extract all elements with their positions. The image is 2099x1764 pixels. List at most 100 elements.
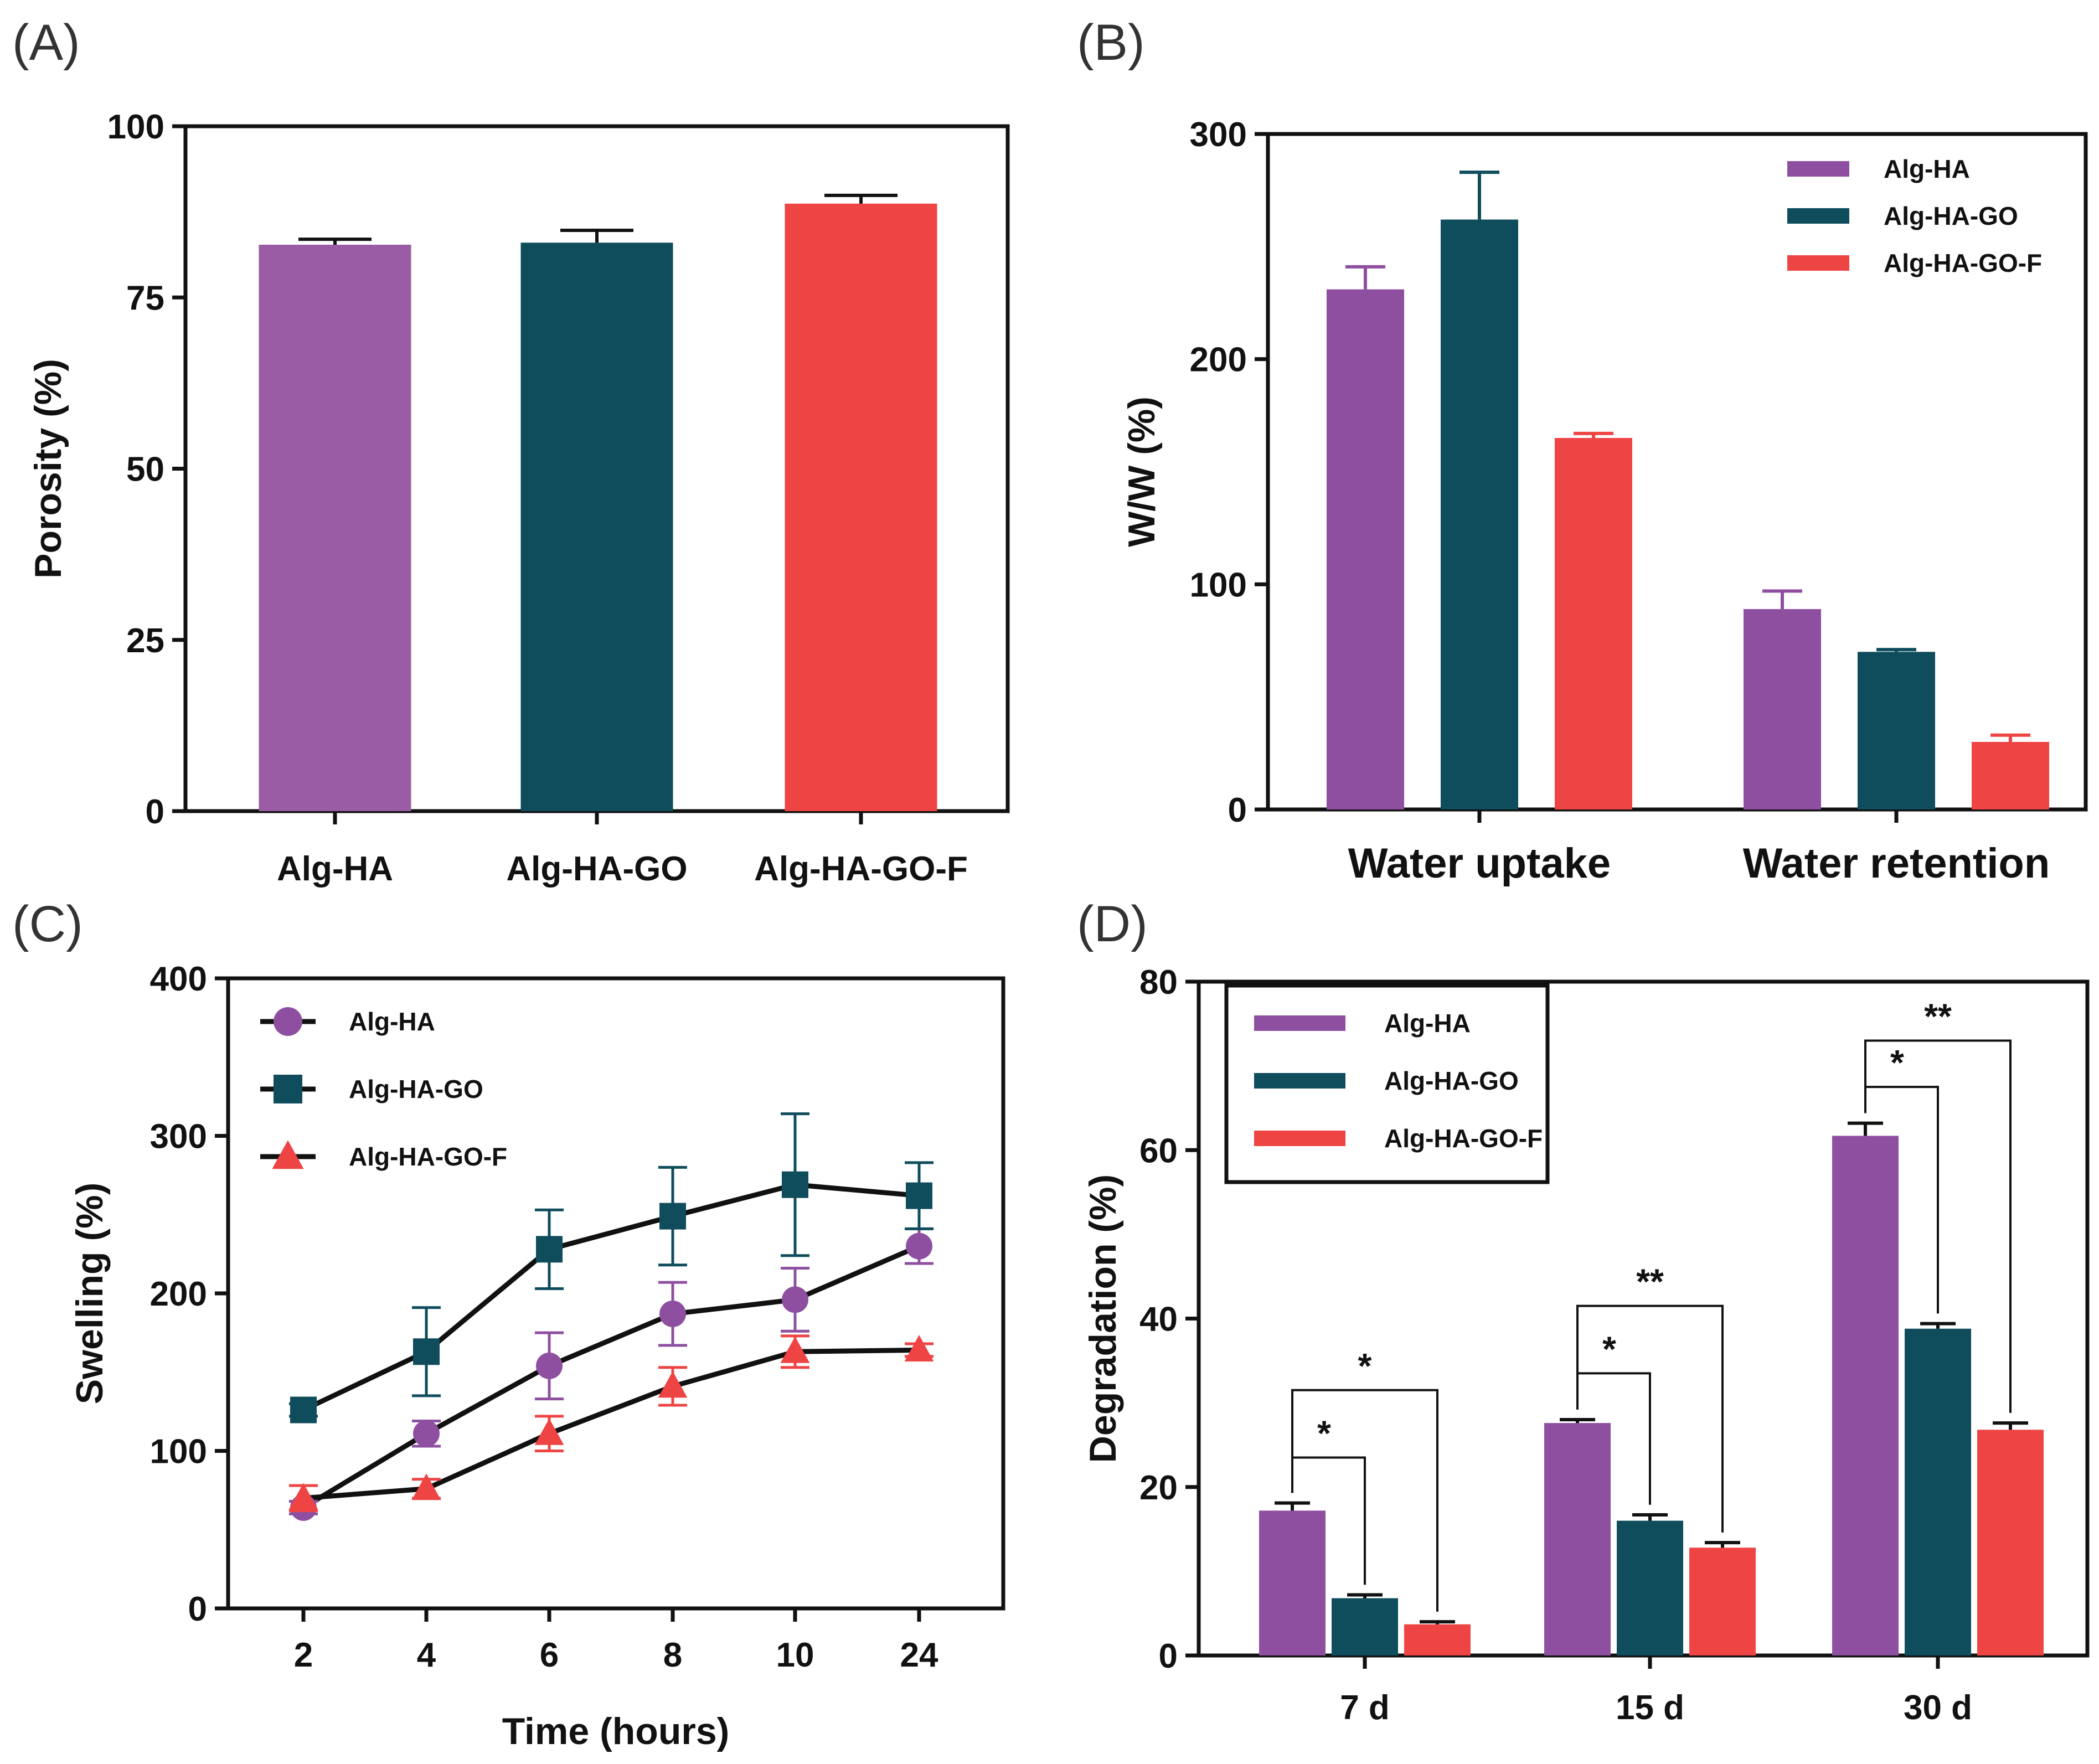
legend-entry: Alg-HA-GO-F <box>1884 249 2042 277</box>
bar <box>259 245 411 812</box>
data-point-circle <box>536 1352 563 1379</box>
legend-entry: Alg-HA-GO-F <box>349 1142 507 1171</box>
x-category-label: 30 d <box>1904 1689 1972 1727</box>
bar <box>1441 219 1518 809</box>
legend-entry: Alg-HA-GO <box>1384 1066 1519 1095</box>
bar <box>1858 652 1935 809</box>
data-point-triangle <box>904 1335 934 1361</box>
x-category-label: Alg-HA-GO <box>506 850 687 888</box>
x-axis-title: Time (hours) <box>502 1710 730 1752</box>
y-axis-title: Degradation (%) <box>1082 1174 1124 1463</box>
data-point-circle <box>782 1286 808 1313</box>
bar <box>1905 1328 1971 1655</box>
y-tick-label: 0 <box>1159 1637 1178 1675</box>
legend-swatch <box>1254 1131 1345 1146</box>
y-tick-label: 200 <box>1190 341 1247 379</box>
legend-entry: Alg-HA-GO <box>1884 202 2018 230</box>
legend-swatch <box>1787 161 1849 177</box>
significance-label: * <box>1890 1043 1904 1082</box>
x-tick-label: 8 <box>663 1636 682 1674</box>
series-line <box>302 1182 920 1412</box>
bar <box>1544 1423 1611 1655</box>
x-tick-label: 24 <box>900 1636 938 1674</box>
y-tick-label: 400 <box>150 960 207 998</box>
bar <box>520 243 673 811</box>
data-point-square <box>274 1075 302 1103</box>
plot-frame <box>226 976 1005 1611</box>
data-point-square <box>536 1236 563 1263</box>
x-category-label: Water uptake <box>1348 840 1611 887</box>
data-point-square <box>659 1203 686 1230</box>
legend-frame <box>1224 983 1550 1184</box>
y-tick-label: 0 <box>146 793 164 831</box>
legend-entry: Alg-HA-GO-F <box>1384 1124 1543 1153</box>
y-tick-label: 40 <box>1139 1301 1178 1339</box>
y-tick-label: 25 <box>126 622 164 660</box>
legend-swatch <box>1787 255 1849 271</box>
y-axis-title: W/W (%) <box>1121 396 1163 547</box>
series-line <box>303 1347 920 1501</box>
y-tick-label: 100 <box>107 108 164 146</box>
legend-entry: Alg-HA <box>1884 154 1970 183</box>
x-category-label: Alg-HA-GO-F <box>754 850 968 888</box>
plot-frame <box>1266 132 2088 812</box>
y-axis-title: Porosity (%) <box>27 359 69 579</box>
y-tick-label: 50 <box>126 451 164 489</box>
x-category-label: 15 d <box>1616 1689 1684 1727</box>
y-axis-title: Swelling (%) <box>69 1183 111 1404</box>
y-tick-label: 0 <box>1228 791 1247 829</box>
data-point-circle <box>659 1300 686 1327</box>
x-tick-label: 6 <box>540 1636 559 1674</box>
legend-entry: Alg-HA <box>1384 1009 1471 1038</box>
bar <box>1327 289 1404 809</box>
significance-label: ** <box>1924 996 1952 1036</box>
data-point-square <box>782 1171 808 1198</box>
bar <box>1404 1624 1471 1655</box>
y-tick-label: 80 <box>1139 963 1178 1002</box>
y-tick-label: 20 <box>1139 1469 1178 1507</box>
y-tick-label: 300 <box>150 1118 207 1156</box>
y-tick-label: 100 <box>1190 566 1247 604</box>
data-point-circle <box>274 1007 302 1036</box>
bar <box>1332 1598 1398 1655</box>
bar <box>1259 1510 1326 1655</box>
data-point-triangle <box>272 1140 304 1169</box>
panel-label: (B) <box>1077 14 1145 71</box>
bar <box>1744 609 1821 809</box>
bar <box>1972 742 2049 809</box>
bar <box>1977 1430 2044 1655</box>
data-point-triangle <box>411 1473 441 1500</box>
panel-label: (D) <box>1077 896 1148 952</box>
y-tick-label: 100 <box>150 1433 207 1471</box>
panel-label: (C) <box>12 896 83 952</box>
y-tick-label: 75 <box>126 279 164 317</box>
data-point-circle <box>906 1232 932 1260</box>
x-category-label: Alg-HA <box>277 850 393 888</box>
y-tick-label: 300 <box>1190 116 1247 154</box>
panel-label: (A) <box>12 14 80 71</box>
panel-b: 0 100 200 300 W/W (%) (B) Water uptake Water re… <box>1077 14 2088 887</box>
x-tick-label: 4 <box>417 1636 436 1674</box>
significance-label: * <box>1602 1329 1616 1369</box>
significance-label: * <box>1358 1346 1372 1386</box>
data-point-triangle <box>780 1336 810 1363</box>
x-category-label: 7 d <box>1340 1689 1390 1727</box>
data-point-triangle <box>658 1371 688 1398</box>
significance-bracket <box>1576 1304 1724 1533</box>
y-tick-label: 60 <box>1139 1132 1178 1170</box>
panel-a: 0 25 50 75 100 Porosity (%) (A) Alg-HA Alg-HA-GO… <box>12 14 1010 888</box>
data-point-square <box>906 1182 932 1209</box>
bar <box>1617 1520 1683 1655</box>
data-point-triangle <box>534 1418 564 1445</box>
legend-swatch <box>1254 1073 1345 1089</box>
data-point-circle <box>413 1420 440 1447</box>
data-point-square <box>290 1396 317 1423</box>
data-point-triangle <box>288 1483 318 1510</box>
legend-entry: Alg-HA <box>349 1007 435 1036</box>
significance-label: ** <box>1636 1262 1664 1302</box>
legend-swatch <box>1787 208 1849 224</box>
bar <box>785 203 937 811</box>
